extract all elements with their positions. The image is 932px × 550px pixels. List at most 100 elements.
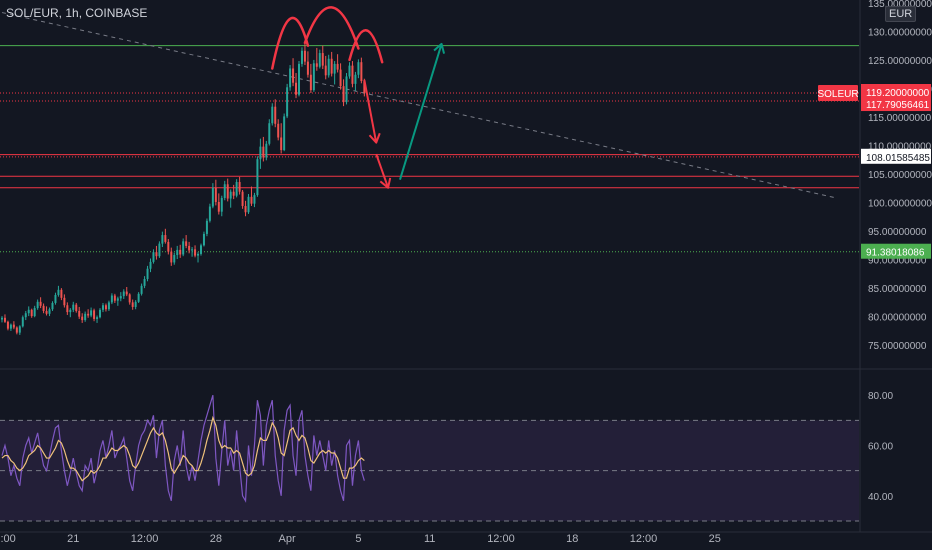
candle-body (232, 191, 235, 196)
candle-body (241, 191, 244, 206)
candle-body (164, 235, 167, 242)
price-label-bg (861, 83, 931, 99)
candle-body (348, 65, 351, 77)
time-tick-label: 12:00 (487, 533, 515, 545)
candle-body (208, 206, 211, 221)
candle-body (66, 305, 69, 313)
symbol-tag: SOLEUR (817, 89, 858, 100)
candle-body (202, 233, 205, 246)
time-tick-label: 12:00 (131, 533, 159, 545)
candle-body (214, 187, 217, 202)
arrow-line (399, 43, 443, 181)
candle-body (51, 302, 54, 310)
candle-body (39, 301, 42, 306)
price-tick-label: 75.00000000 (868, 341, 927, 352)
price-tick-label: 115.00000000 (868, 113, 932, 124)
candle-body (161, 235, 164, 244)
candle-body (15, 327, 18, 333)
candle-body (298, 63, 300, 95)
candle-body (312, 63, 315, 91)
candle-body (143, 278, 146, 286)
candle-body (6, 321, 9, 329)
price-tick-label: 125.00000000 (868, 56, 932, 67)
candle-body (27, 309, 30, 314)
arrow-line (375, 153, 390, 189)
candle-body (131, 302, 134, 307)
candle-body (238, 182, 241, 192)
candle-body (3, 317, 6, 322)
candle-body (309, 74, 312, 91)
candle-body (93, 310, 96, 319)
candle-body (283, 116, 286, 151)
candle-body (45, 310, 48, 314)
currency-button[interactable]: EUR (885, 6, 917, 22)
candle-body (286, 87, 289, 117)
candle-body (211, 187, 214, 207)
arrow-head (433, 42, 446, 54)
candle-body (176, 249, 179, 256)
candle-body (306, 61, 309, 75)
candle-body (101, 305, 104, 310)
candle-body (146, 268, 149, 279)
candle-body (54, 294, 57, 303)
candle-body (57, 289, 60, 295)
candle-body (36, 301, 39, 309)
time-tick-label: 25 (709, 533, 721, 545)
candle-body (18, 326, 21, 333)
candle-body (292, 68, 295, 83)
candle-body (99, 309, 102, 318)
candle-body (30, 309, 33, 317)
candle-body (185, 241, 188, 246)
candle-body (33, 308, 36, 317)
candle-body (1, 317, 3, 320)
candle-body (72, 304, 75, 310)
candle-body (268, 123, 271, 144)
candle-body (167, 241, 170, 252)
candle-body (128, 294, 131, 303)
rsi-tick-label: 40.00 (868, 492, 893, 503)
candle-body (21, 317, 24, 327)
candle-body (324, 65, 327, 76)
candle-body (104, 305, 107, 310)
candle-body (250, 196, 253, 204)
price-tick-label: 135.00000000 (868, 0, 932, 10)
pattern-arch (303, 6, 360, 50)
candle-body (179, 249, 182, 255)
candle-body (300, 50, 303, 64)
candle-body (223, 184, 226, 198)
candle-body (295, 82, 298, 95)
time-tick-label: 12:00 (630, 533, 658, 545)
candle-body (226, 184, 229, 199)
price-label: 117.79056461 (866, 100, 930, 111)
candle-body (149, 261, 152, 269)
candle-body (330, 58, 333, 74)
candle-body (87, 313, 90, 316)
candle-body (113, 295, 116, 301)
candle-body (303, 50, 306, 62)
candle-body (220, 197, 223, 212)
price-tick-label: 110.00000000 (868, 141, 932, 152)
price-label-bg (861, 148, 931, 164)
arrow-head (368, 132, 381, 144)
candle-body (339, 69, 342, 87)
symbol-title: SOL/EUR, 1h, COINBASE (6, 6, 148, 20)
price-label: 108.01585485 (866, 153, 930, 164)
candle-body (107, 302, 110, 310)
candle-body (134, 301, 137, 307)
candle-body (69, 309, 72, 313)
time-tick-label: 5 (355, 533, 361, 545)
candle-body (357, 62, 360, 75)
price-tick-label: 130.00000000 (868, 27, 932, 38)
candle-body (78, 310, 81, 317)
candle-body (345, 76, 348, 103)
trendline (1, 12, 837, 199)
candle-body (333, 63, 336, 74)
candle-body (81, 316, 84, 321)
rsi-tick-label: 80.00 (868, 391, 893, 402)
candle-body (277, 123, 280, 138)
candle-body (12, 324, 15, 328)
arrow-head (379, 177, 392, 189)
candle-body (170, 251, 173, 263)
candle-body (158, 243, 161, 257)
